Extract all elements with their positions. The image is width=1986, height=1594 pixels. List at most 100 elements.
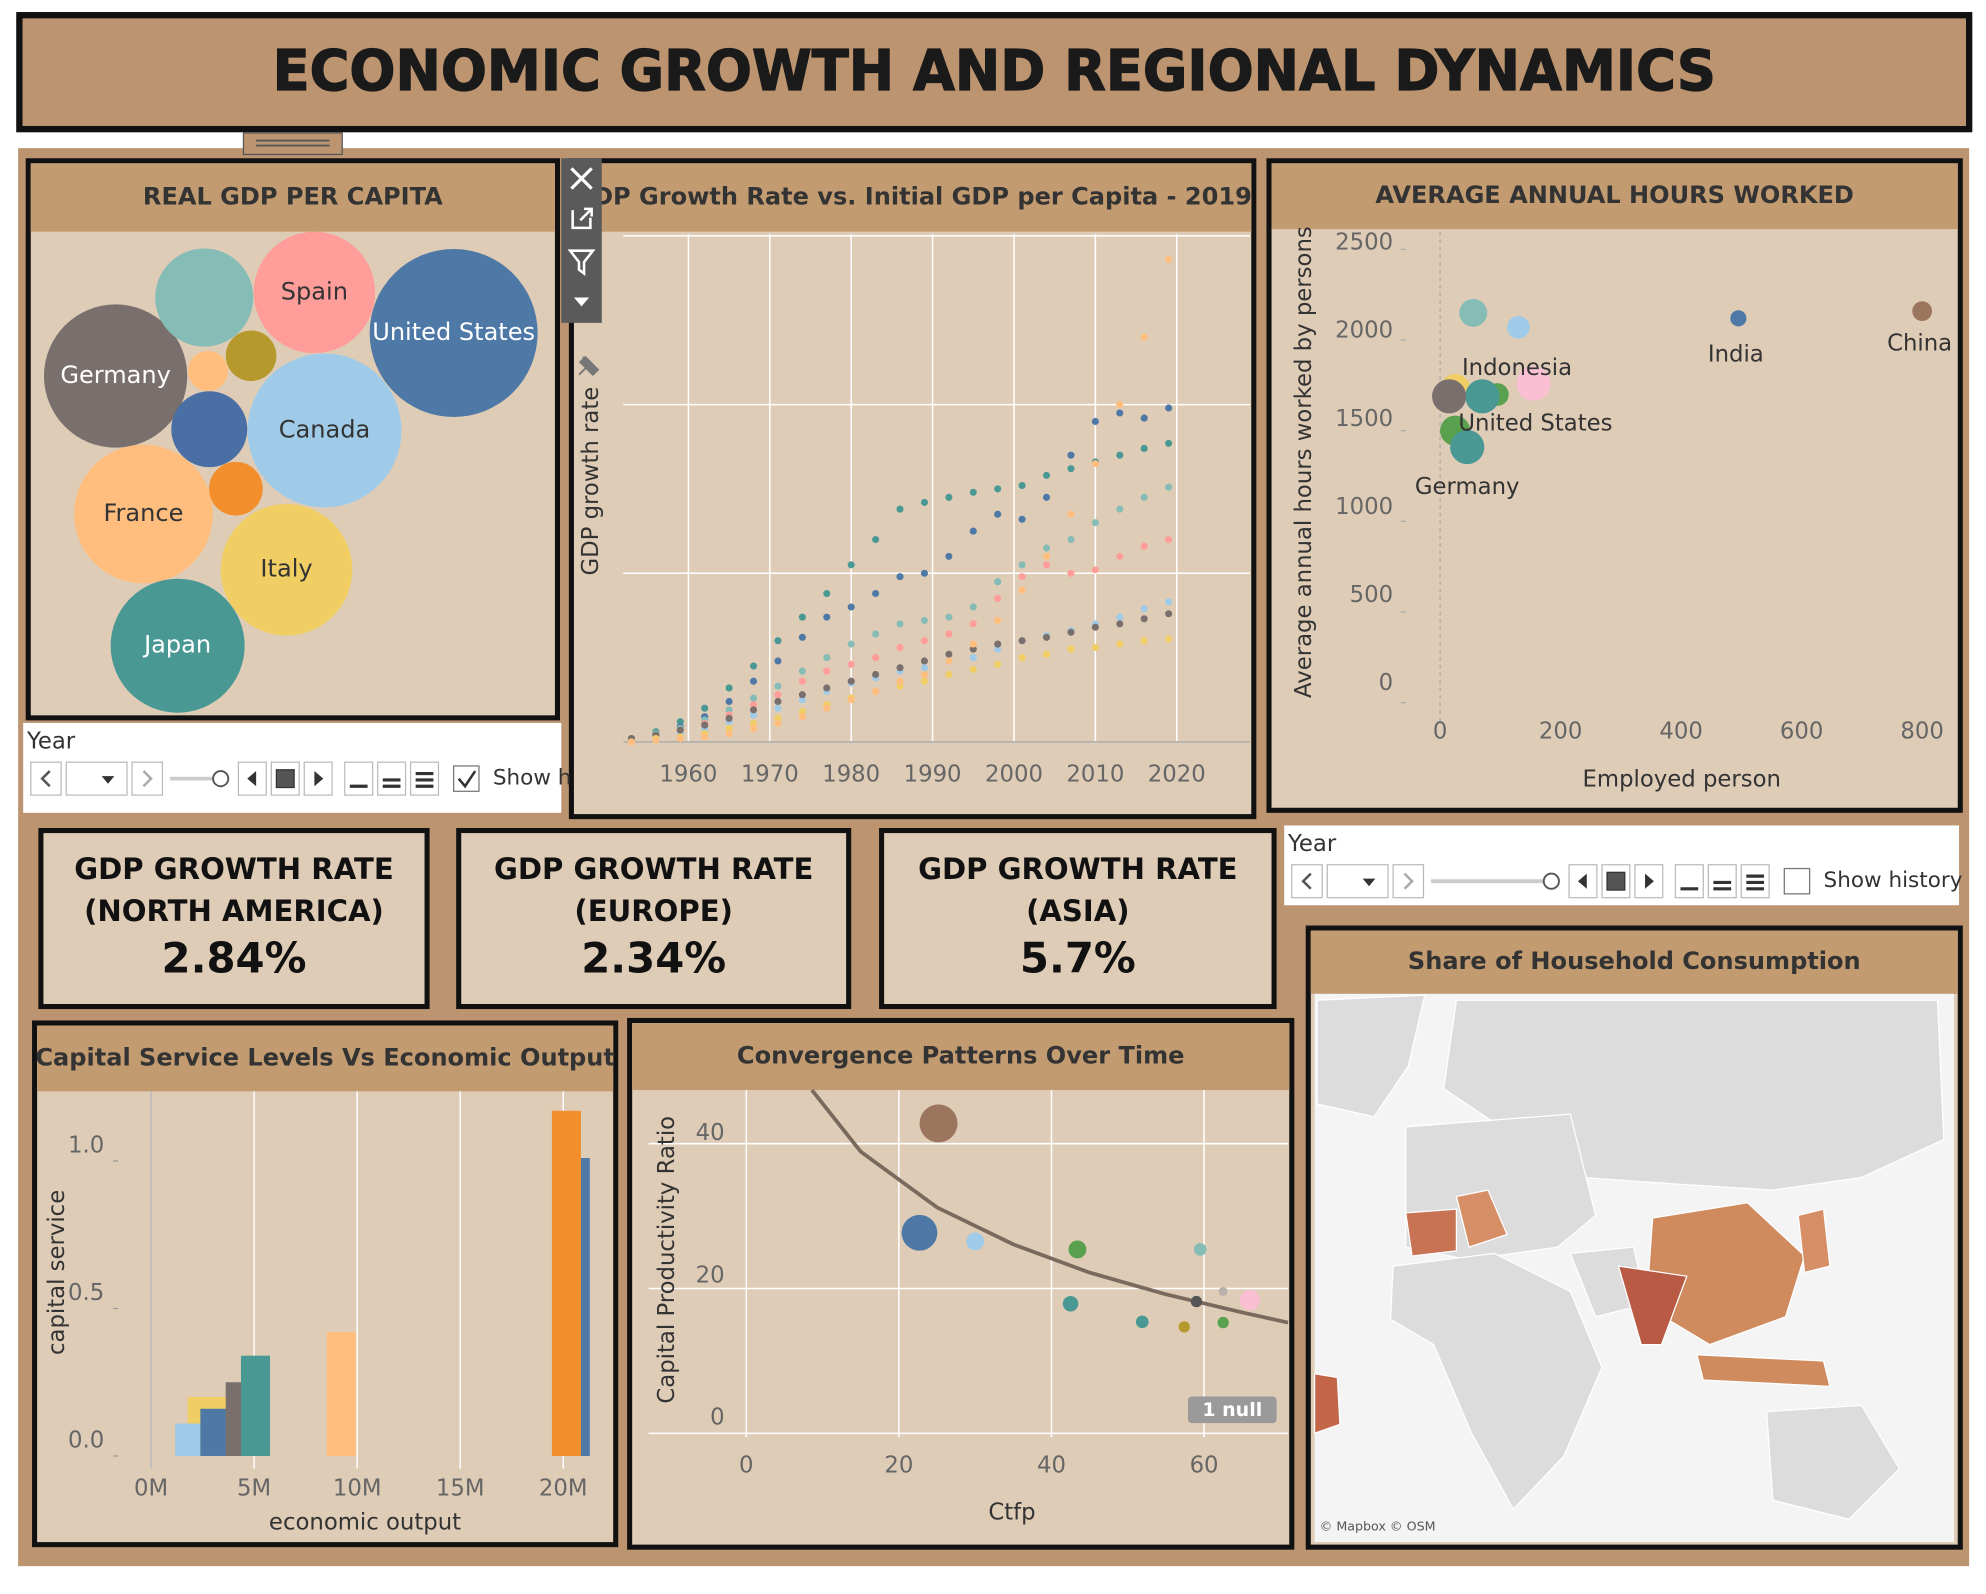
data-point: [901, 1214, 938, 1251]
data-point: [1217, 1316, 1229, 1329]
data-point: [872, 654, 880, 662]
year-dropdown[interactable]: [65, 761, 128, 796]
next-button[interactable]: [131, 761, 164, 796]
icon: [1606, 871, 1626, 891]
point-label: Indonesia: [1462, 355, 1572, 381]
data-point: [1140, 542, 1148, 550]
data-point: [920, 664, 928, 672]
map-region: [1617, 1265, 1688, 1346]
kpi-title: (ASIA): [1026, 894, 1129, 928]
data-point: [1165, 635, 1173, 643]
slider-handle[interactable]: [1542, 872, 1560, 890]
data-point: [872, 630, 880, 638]
data-point: [1730, 310, 1747, 327]
bubble-label: Germany: [60, 361, 171, 389]
panel-header: [632, 1022, 1290, 1091]
year-dropdown[interactable]: [1326, 864, 1389, 899]
null-badge[interactable]: [1187, 1396, 1277, 1424]
panel-title: AVERAGE ANNUAL HOURS WORKED: [1375, 181, 1853, 209]
data-point: [823, 684, 831, 692]
y-axis-title: GDP growth rate: [578, 387, 604, 576]
bubble: [188, 350, 229, 391]
bubble: [369, 248, 538, 417]
history-label: Show history: [1824, 868, 1963, 893]
data-point: [920, 616, 928, 625]
data-point: [1042, 633, 1051, 641]
data-point: [1042, 561, 1051, 569]
data-point: [1091, 623, 1099, 631]
x-tick-label: 15M: [436, 1475, 485, 1501]
data-point: [896, 643, 904, 652]
panel: [32, 1020, 619, 1548]
bubble: [209, 461, 263, 516]
data-point: [969, 620, 977, 628]
open-icon[interactable]: [571, 207, 593, 230]
data-point: [969, 527, 977, 535]
data-point: [920, 637, 928, 645]
bubble: [247, 353, 402, 508]
panel-title: Capital Service Levels Vs Economic Outpu…: [35, 1043, 615, 1071]
data-point: [1165, 610, 1173, 618]
data-point: [1116, 552, 1124, 560]
slider-handle[interactable]: [212, 770, 230, 788]
data-point: [798, 667, 806, 675]
data-point: [969, 640, 977, 648]
filter-icon[interactable]: [567, 249, 596, 277]
data-point: [1068, 1240, 1087, 1259]
data-point: [701, 704, 709, 712]
panel-header: [573, 163, 1252, 232]
speed-button[interactable]: [344, 761, 374, 796]
bar: [240, 1355, 271, 1456]
point-label: United States: [1458, 411, 1612, 437]
kpi-title: GDP GROWTH RATE: [494, 852, 813, 886]
drag-handle[interactable]: [242, 132, 343, 156]
kpi-value: 2.34%: [581, 933, 726, 982]
x-tick-label: 1980: [822, 761, 880, 787]
bar: [580, 1158, 590, 1456]
data-point: [1018, 586, 1026, 594]
data-point: [1062, 1295, 1079, 1312]
x-tick-label: 60: [1190, 1453, 1219, 1479]
data-point: [774, 682, 782, 690]
data-point: [1091, 519, 1099, 527]
previous-button[interactable]: [30, 761, 62, 796]
speed-button[interactable]: [1674, 864, 1704, 899]
next-button[interactable]: [1392, 864, 1425, 899]
map-attribution: © Mapbox © OSM: [1320, 1518, 1436, 1533]
data-point: [676, 718, 684, 726]
bar: [200, 1408, 229, 1456]
y-tick-label: 20: [696, 1262, 725, 1288]
icon: [101, 776, 115, 784]
data-point: [749, 719, 758, 727]
data-point: [896, 682, 904, 690]
close-icon[interactable]: [570, 167, 593, 190]
data-point: [847, 677, 855, 685]
data-point: [1018, 654, 1026, 662]
speed-button[interactable]: [1707, 864, 1737, 899]
menu-icon[interactable]: [573, 297, 590, 307]
panel: [627, 1017, 1295, 1550]
pin-icon[interactable]: [578, 355, 600, 377]
y-tick-label: 1500: [1335, 406, 1393, 432]
null-badge-text: 1 null: [1202, 1399, 1262, 1421]
data-point: [872, 535, 880, 544]
data-point: [1912, 301, 1933, 321]
data-point: [1018, 637, 1026, 645]
data-point: [1140, 637, 1148, 645]
history-checkbox[interactable]: [453, 765, 480, 792]
data-point: [1116, 613, 1124, 621]
data-point: [1165, 535, 1173, 544]
x-tick-label: 20M: [539, 1475, 588, 1501]
kpi-card: [38, 828, 430, 1010]
data-point: [798, 691, 806, 699]
history-checkbox[interactable]: [1783, 867, 1811, 895]
icon: [314, 771, 324, 787]
x-tick-label: 0: [1433, 718, 1447, 744]
map-region: [1405, 1208, 1458, 1257]
previous-button[interactable]: [1291, 864, 1323, 899]
bubble: [225, 330, 277, 382]
data-point: [966, 1232, 985, 1251]
data-point: [774, 697, 782, 705]
kpi-title: (NORTH AMERICA): [84, 894, 384, 928]
